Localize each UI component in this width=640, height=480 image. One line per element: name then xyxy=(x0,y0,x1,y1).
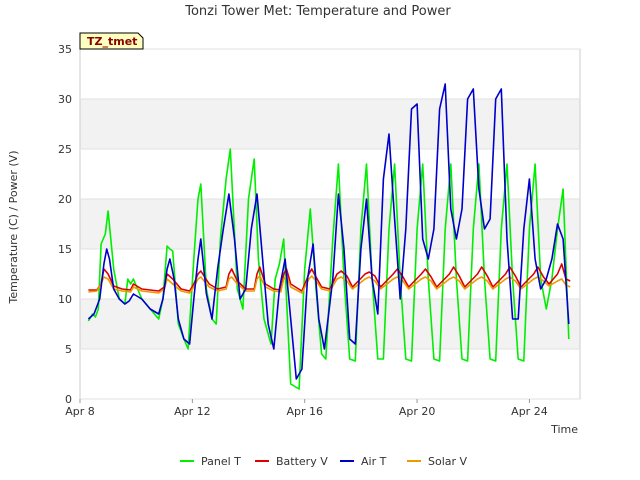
y-axis-label: Temperature (C) / Power (V) xyxy=(7,150,20,304)
series-lines xyxy=(87,83,571,390)
x-tick-label: Apr 8 xyxy=(65,405,95,418)
y-tick-label: 20 xyxy=(58,193,72,206)
y-tick-label: 25 xyxy=(58,143,72,156)
badge-label: TZ_tmet xyxy=(87,35,137,48)
legend-label-air-t: Air T xyxy=(361,455,387,468)
chart-title: Tonzi Tower Met: Temperature and Power xyxy=(184,4,451,19)
x-axis-ticks: Apr 8 Apr 12 Apr 16 Apr 20 Apr 24 xyxy=(65,399,548,418)
x-tick-label: Apr 12 xyxy=(174,405,211,418)
y-tick-label: 15 xyxy=(58,243,72,256)
y-tick-label: 30 xyxy=(58,93,72,106)
legend-label-solar-v: Solar V xyxy=(428,455,468,468)
x-tick-label: Apr 20 xyxy=(399,405,436,418)
y-tick-label: 0 xyxy=(65,393,72,406)
x-axis-label: Time xyxy=(550,423,578,436)
y-axis-ticks: 0 5 10 15 20 25 30 35 xyxy=(58,43,72,406)
legend-label-panel-t: Panel T xyxy=(201,455,241,468)
y-tick-label: 35 xyxy=(58,43,72,56)
legend-label-battery-v: Battery V xyxy=(276,455,328,468)
series-line-air-t xyxy=(87,83,570,380)
badge: TZ_tmet xyxy=(79,32,144,50)
x-tick-label: Apr 24 xyxy=(511,405,548,418)
series-line-solar-v xyxy=(88,275,571,294)
grid-band xyxy=(80,199,580,249)
series-line-panel-t xyxy=(87,148,570,390)
x-tick-label: Apr 16 xyxy=(286,405,323,418)
grid-band xyxy=(80,99,580,149)
badge-shape xyxy=(79,32,144,50)
y-tick-label: 10 xyxy=(58,293,72,306)
y-tick-label: 5 xyxy=(65,343,72,356)
legend: Panel T Battery V Air T Solar V xyxy=(180,455,468,468)
